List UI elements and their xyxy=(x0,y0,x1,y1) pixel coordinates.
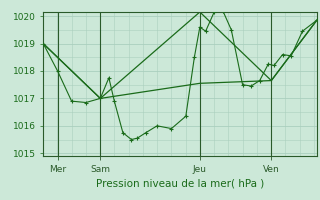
X-axis label: Pression niveau de la mer( hPa ): Pression niveau de la mer( hPa ) xyxy=(96,178,264,188)
